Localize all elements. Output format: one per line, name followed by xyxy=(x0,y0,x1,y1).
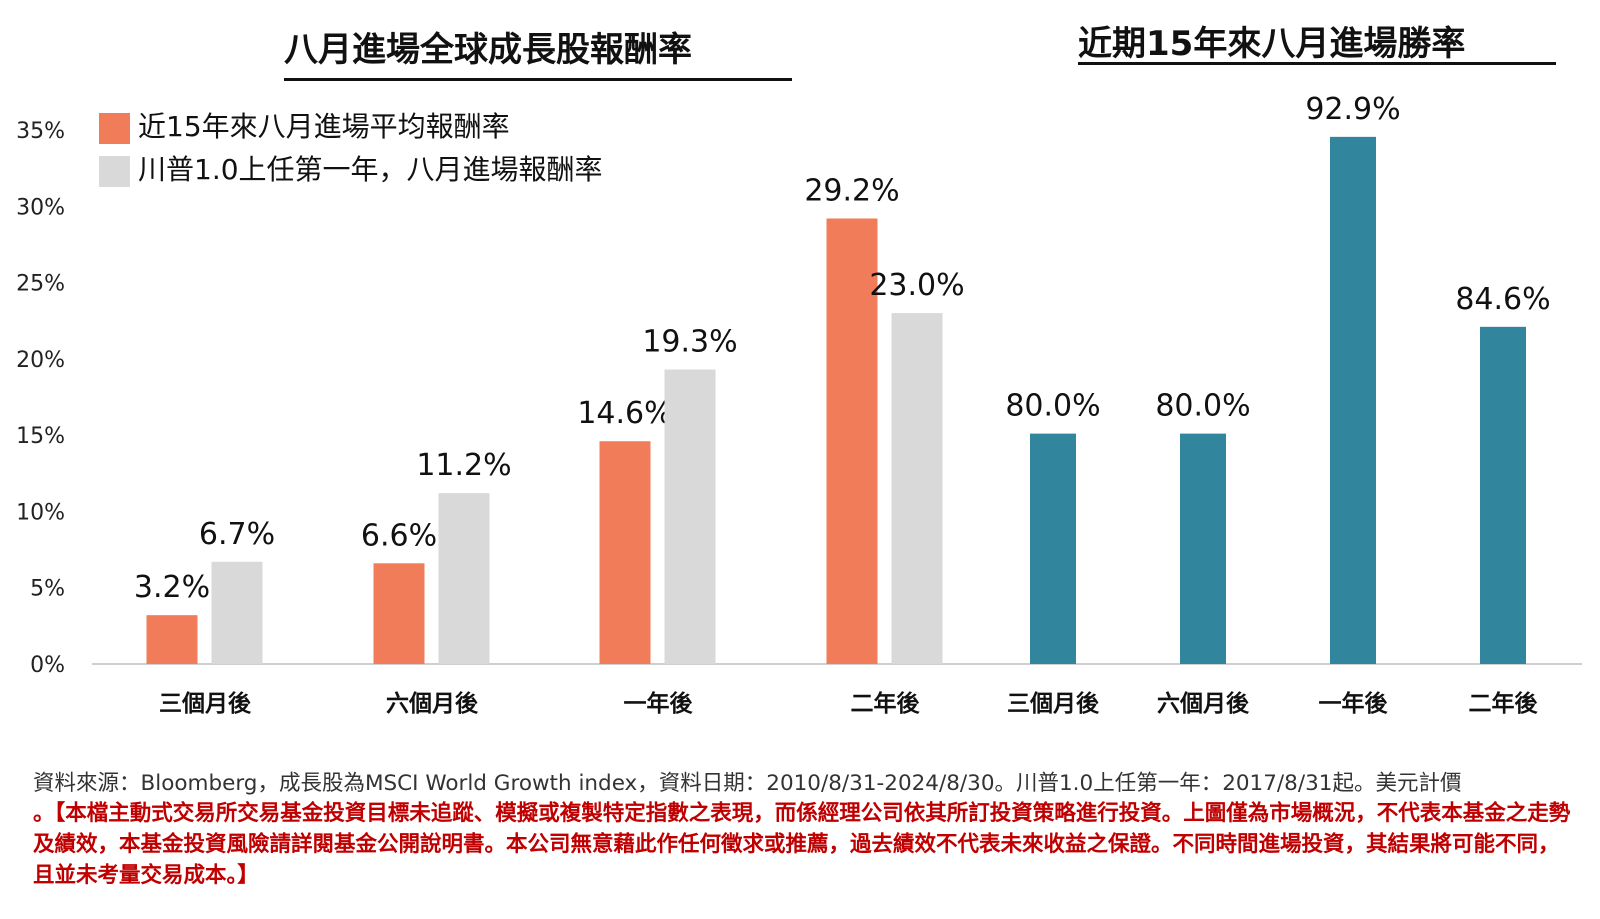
legend-item-average: 近15年來八月進場平均報酬率 xyxy=(99,105,510,145)
y-tick-label: 5% xyxy=(30,577,65,602)
x-category-label: 三個月後 xyxy=(1007,690,1100,717)
x-category-label: 二年後 xyxy=(1469,690,1539,717)
returns-title-underline xyxy=(284,78,792,81)
bar-average xyxy=(826,218,878,664)
bar-average xyxy=(146,615,198,664)
data-label-average: 3.2% xyxy=(134,570,210,605)
x-category-label: 六個月後 xyxy=(386,690,479,717)
bar-win-rate xyxy=(1180,433,1226,664)
chart-area: 0% 5% 10% 15% 20% 25% 30% 35% 3.2% 6.6% 14.6% 29.2%… xyxy=(16,92,1582,717)
y-tick-label: 15% xyxy=(16,424,65,449)
legend-swatch-average xyxy=(99,112,130,144)
data-label-trump: 19.3% xyxy=(642,325,737,360)
data-label-average: 6.6% xyxy=(361,518,437,553)
y-tick-label: 10% xyxy=(16,500,65,525)
y-tick-label: 30% xyxy=(16,195,65,220)
y-tick-label: 0% xyxy=(30,653,65,678)
bar-average xyxy=(599,441,651,664)
data-label-win-rate: 92.9% xyxy=(1305,92,1400,127)
legend-item-trump: 川普1.0上任第一年，八月進場報酬率 xyxy=(99,148,603,188)
win-rate-title-underline xyxy=(1078,62,1556,65)
data-label-average: 14.6% xyxy=(577,396,672,431)
bar-trump xyxy=(438,493,490,664)
y-tick-label: 25% xyxy=(16,272,65,297)
bar-win-rate xyxy=(1030,433,1076,664)
y-tick-label: 35% xyxy=(16,119,65,144)
win-rate-chart-title: 近期15年來八月進場勝率 xyxy=(1078,24,1466,64)
bar-trump xyxy=(891,313,943,664)
x-category-label: 一年後 xyxy=(624,690,694,717)
data-label-win-rate: 84.6% xyxy=(1455,282,1550,317)
data-label-trump: 11.2% xyxy=(416,448,511,483)
disclaimer-text: 。【本檔主動式交易所交易基金投資目標未追蹤、模擬或複製特定指數之表現，而係經理公… xyxy=(33,801,1571,888)
data-label-trump: 6.7% xyxy=(199,517,275,552)
x-category-label: 六個月後 xyxy=(1157,690,1250,717)
returns-chart-title: 八月進場全球成長股報酬率 xyxy=(284,30,692,70)
bar-trump xyxy=(211,561,263,664)
data-label-win-rate: 80.0% xyxy=(1005,389,1100,424)
bar-average xyxy=(373,563,425,664)
legend-swatch-trump xyxy=(99,155,130,187)
source-note: 資料來源：Bloomberg，成長股為MSCI World Growth ind… xyxy=(33,771,1462,796)
data-label-trump: 23.0% xyxy=(869,268,964,303)
bar-win-rate xyxy=(1330,136,1376,664)
x-category-label: 一年後 xyxy=(1319,690,1389,717)
legend-label-trump: 川普1.0上任第一年，八月進場報酬率 xyxy=(138,153,603,186)
data-label-win-rate: 80.0% xyxy=(1155,389,1250,424)
data-label-average: 29.2% xyxy=(804,173,899,208)
x-category-label: 二年後 xyxy=(851,690,921,717)
bar-trump xyxy=(664,369,716,664)
x-category-label: 三個月後 xyxy=(159,690,252,717)
legend-label-average: 近15年來八月進場平均報酬率 xyxy=(138,110,510,143)
y-tick-label: 20% xyxy=(16,348,65,373)
bar-win-rate xyxy=(1480,326,1526,664)
